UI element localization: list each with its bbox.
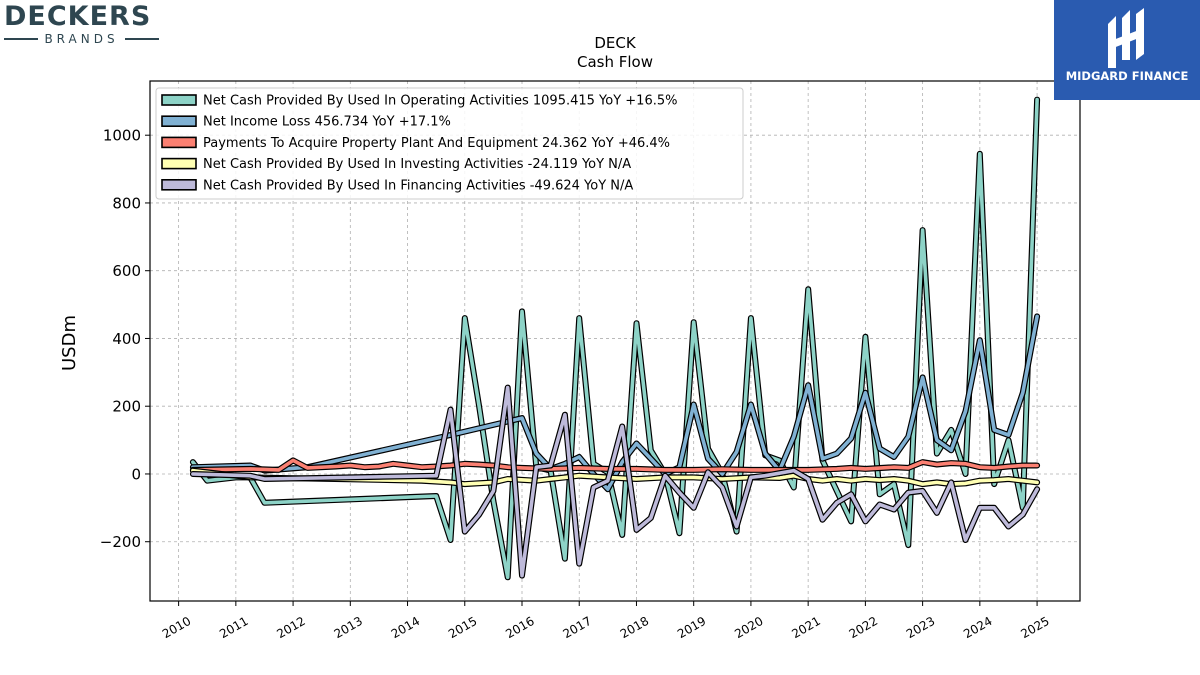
legend-swatch-3 <box>161 136 197 149</box>
legend-label-4: Net Cash Provided By Used In Investing A… <box>203 157 631 172</box>
x-tick-label: 2017 <box>561 614 594 641</box>
x-tick-label: 2018 <box>618 614 651 641</box>
legend-swatch-2 <box>161 115 197 127</box>
x-tick-label: 2021 <box>789 614 822 641</box>
y-tick-label: 600 <box>112 262 141 280</box>
y-tick-label: 800 <box>112 194 141 212</box>
x-tick-label: 2016 <box>503 614 536 641</box>
deckers-brands-logo: DECKERS BRANDS <box>4 1 160 52</box>
midgard-logo-label: MIDGARD FINANCE <box>1065 69 1189 83</box>
x-tick-label: 2019 <box>675 614 708 641</box>
y-axis-label: USDm <box>59 315 80 371</box>
legend-swatch-1 <box>161 94 197 106</box>
logo-rule-right <box>124 38 160 40</box>
legend-label-3: Payments To Acquire Property Plant And E… <box>203 136 670 151</box>
y-tick-label: 1000 <box>103 127 141 145</box>
x-tick-label: 2011 <box>217 614 250 641</box>
x-tick-label: 2015 <box>446 614 479 641</box>
x-tick-label: 2010 <box>160 614 193 641</box>
series-line-3 <box>191 458 1039 472</box>
legend-swatch-4 <box>161 157 197 170</box>
deckers-logo-name: DECKERS <box>4 1 152 32</box>
legend-swatch-5 <box>161 179 197 191</box>
midgard-emblem-icon <box>1108 8 1144 68</box>
y-tick-label: 400 <box>112 330 141 348</box>
series-lines <box>189 96 1041 581</box>
x-tick-label: 2024 <box>961 614 994 641</box>
logo-rule-left <box>4 38 39 40</box>
y-tick-label: −200 <box>100 533 141 551</box>
x-tick-label: 2023 <box>904 614 937 641</box>
legend-label-2: Net Income Loss 456.734 YoY +17.1% <box>203 115 451 130</box>
y-tick-label: 200 <box>112 398 141 416</box>
series-line-2 <box>191 314 1039 491</box>
deckers-logo-subrow: BRANDS <box>4 32 160 46</box>
legend-box <box>155 87 744 200</box>
legend-label-1: Net Cash Provided By Used In Operating A… <box>203 94 677 109</box>
chart-subtitle: Cash Flow <box>577 53 653 71</box>
y-tick-label: 0 <box>131 465 141 483</box>
series-line-1 <box>191 97 1039 580</box>
x-tick-label: 2022 <box>847 614 880 641</box>
axes-frame <box>149 80 1081 602</box>
x-tick-label: 2025 <box>1018 614 1051 641</box>
midgard-finance-logo: MIDGARD FINANCE <box>1054 0 1200 100</box>
legend-label-5: Net Cash Provided By Used In Financing A… <box>203 178 633 193</box>
x-tick-label: 2013 <box>332 614 365 641</box>
x-tick-label: 2020 <box>732 614 765 641</box>
deckers-logo-sub: BRANDS <box>44 32 119 46</box>
series-line-5 <box>191 385 1039 578</box>
x-tick-label: 2012 <box>274 614 307 641</box>
chart-title: DECK <box>594 34 637 52</box>
x-tick-label: 2014 <box>389 614 422 641</box>
